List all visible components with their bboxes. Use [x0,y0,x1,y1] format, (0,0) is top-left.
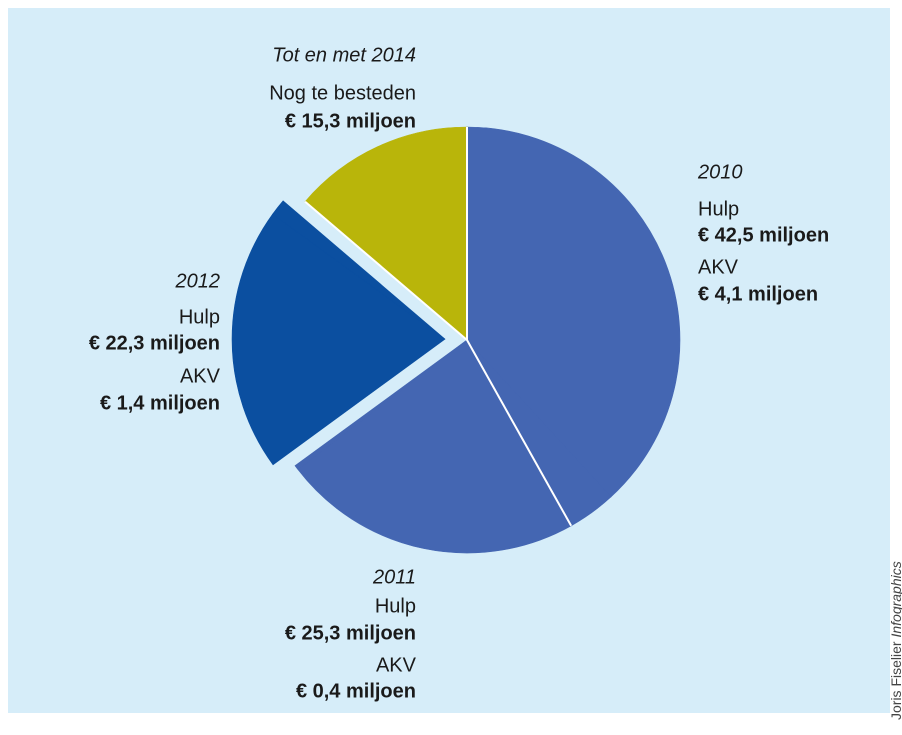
pie-slice [297,339,572,554]
pie-slice [272,200,446,340]
value-label: € 42,5 miljoen [698,224,829,246]
pie-slice [304,126,468,341]
item-name: Hulp [375,595,416,617]
item-name: AKV [698,256,739,278]
credit-suffix: Infographics [888,561,902,637]
value-label: € 22,3 miljoen [89,332,220,354]
item-name: Nog te besteden [269,82,416,104]
slice-separator [304,200,468,341]
pie [231,126,681,554]
item-name: AKV [376,654,417,676]
value-label: € 4,1 miljoen [698,283,818,305]
slice-label: 2010 [697,161,743,183]
pie-slice [231,213,446,466]
slice-label: 2011 [372,566,416,588]
item-name: Hulp [698,198,739,220]
slice-label: 2012 [175,270,221,292]
pie-slice [466,126,681,498]
value-label: € 15,3 miljoen [285,110,416,132]
slice-label: Tot en met 2014 [272,44,416,66]
pie-slice [294,339,468,470]
slice-separator [466,339,573,527]
credit: Joris Fiselier Infographics [888,561,902,720]
item-name: Hulp [179,306,220,328]
value-label: € 1,4 miljoen [100,392,220,414]
value-label: € 25,3 miljoen [285,622,416,644]
item-name: AKV [180,365,221,387]
value-label: € 0,4 miljoen [296,680,416,702]
credit-name: Joris Fiselier [888,641,902,720]
